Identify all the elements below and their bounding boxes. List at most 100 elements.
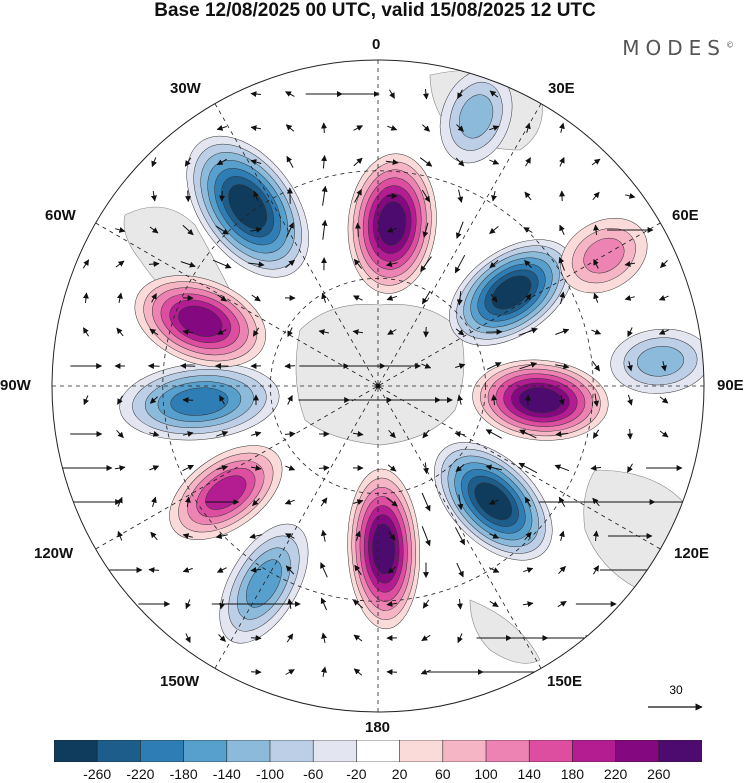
wind-vector <box>524 496 532 508</box>
wind-vector <box>456 124 464 132</box>
wind-vector <box>287 327 293 338</box>
wind-vector <box>389 89 395 99</box>
wind-vector <box>249 533 263 540</box>
wind-vector <box>423 462 429 475</box>
colorbar-tick-label: -260 <box>83 766 112 782</box>
wind-vector <box>185 599 191 610</box>
colorbar-tick-label: -140 <box>212 766 241 782</box>
wind-vector <box>149 226 159 234</box>
wind-vector <box>491 190 498 202</box>
wind-vector <box>250 159 262 165</box>
wind-vector <box>627 394 633 406</box>
wind-vector <box>216 158 227 166</box>
wind-vector <box>386 600 398 607</box>
wind-vector <box>593 292 599 303</box>
wind-vector <box>456 291 463 306</box>
wind-vector <box>116 429 124 439</box>
wind-vector <box>524 191 532 201</box>
wind-vector <box>117 496 123 507</box>
wind-vector <box>285 533 295 539</box>
wind-vector <box>489 125 500 131</box>
wind-vector <box>286 633 294 643</box>
wind-vector <box>180 261 196 268</box>
graticule <box>52 60 704 712</box>
wind-vector <box>421 189 431 203</box>
wind-vector <box>218 634 226 642</box>
wind-vector <box>284 499 295 505</box>
wind-vector <box>353 125 364 131</box>
wind-vector <box>117 530 123 541</box>
colorbar-swatch <box>356 740 401 762</box>
wind-vector <box>518 462 538 474</box>
wind-vector <box>115 260 125 268</box>
wind-vector <box>558 256 565 271</box>
colorbar-swatch <box>226 740 271 762</box>
wind-vector <box>555 431 569 438</box>
wind-vector <box>321 122 328 134</box>
wind-vector <box>455 157 465 167</box>
height-anomaly-fields <box>119 69 704 644</box>
wind-vector <box>421 492 431 512</box>
wind-vector <box>488 499 499 505</box>
wind-vector <box>523 227 533 233</box>
wind-vector <box>353 668 363 676</box>
wind-vector <box>117 395 123 405</box>
wind-vector <box>421 526 431 547</box>
wind-vector <box>115 226 126 233</box>
wind-vector <box>421 363 432 369</box>
wind-vector <box>148 261 160 268</box>
wind-vector <box>422 222 429 238</box>
wind-vector <box>352 599 364 609</box>
wind-vector <box>83 395 89 406</box>
wind-vector <box>353 157 363 167</box>
wind-vector <box>626 361 633 372</box>
anomaly-contour <box>637 346 684 377</box>
wind-vector <box>318 329 329 336</box>
lon-label-180: 180 <box>365 719 391 736</box>
wind-vector <box>354 564 362 576</box>
wind-vector <box>320 497 328 507</box>
wind-vector <box>386 497 398 507</box>
wind-vector <box>590 464 602 471</box>
lon-label-60w: 60W <box>45 207 76 224</box>
wind-vector <box>554 464 570 472</box>
wind-vector <box>115 465 126 472</box>
wind-vector <box>352 430 364 437</box>
wind-vector <box>558 565 566 574</box>
wind-vector <box>387 566 397 574</box>
wind-vector <box>558 395 565 406</box>
colorbar-swatch <box>140 740 185 762</box>
brand-text: MODES <box>622 36 726 60</box>
wind-vector <box>659 396 669 404</box>
wind-vector <box>182 329 193 336</box>
colorbar-swatch <box>183 740 228 762</box>
wind-vector <box>250 566 262 573</box>
wind-vector <box>386 295 398 301</box>
colorbar-tick-label: -100 <box>255 766 285 782</box>
lon-label-150e: 150E <box>547 673 583 690</box>
anomaly-center-neg-4 <box>119 362 280 441</box>
wind-vector <box>219 395 225 405</box>
wind-vector <box>559 530 565 541</box>
wind-vector <box>421 291 431 305</box>
wind-vector <box>182 431 194 437</box>
wind-vector <box>251 431 262 437</box>
wind-vector <box>387 329 397 335</box>
polar-map <box>51 59 705 713</box>
colorbar-swatch <box>312 740 358 762</box>
wind-vector <box>285 124 295 132</box>
wind-vector <box>149 328 159 336</box>
wind-vector <box>116 327 124 337</box>
wind-vector <box>524 531 532 541</box>
wind-vector <box>491 394 498 406</box>
anomaly-contour <box>170 387 229 416</box>
wind-vector <box>216 125 227 131</box>
colorbar-swatch <box>572 740 617 762</box>
wind-vector <box>286 222 294 238</box>
wind-vector <box>591 329 602 335</box>
wind-vector <box>320 666 327 678</box>
colorbar-tick-label: -180 <box>169 766 198 782</box>
wind-vector <box>212 259 232 269</box>
wind-vector <box>215 225 229 235</box>
reference-vector-label: 30 <box>669 683 683 697</box>
